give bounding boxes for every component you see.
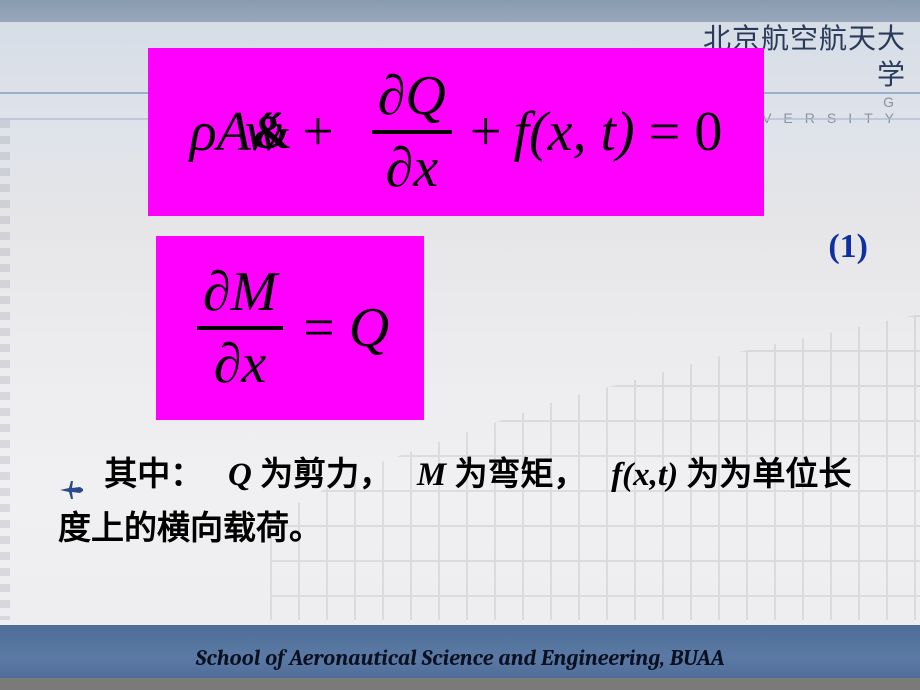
eq1-func: f(x, t) xyxy=(513,100,634,164)
eq1-plus1: + xyxy=(302,100,334,164)
eq1-rhoA: ρA xyxy=(190,100,251,164)
desc-m-text: 为弯矩， xyxy=(454,457,586,493)
eq1-fraction: ∂Q ∂x xyxy=(372,68,452,196)
eq1-rhs: 0 xyxy=(694,100,722,164)
description: 其中： Q 为剪力， M 为弯矩， f(x,t) 为为单位长度上的横向载荷。 xyxy=(58,448,860,557)
eq1-plus2: + xyxy=(470,100,502,164)
bottom-edge xyxy=(0,678,920,690)
eq1-amp: & xyxy=(252,105,292,160)
eq2-eq: = xyxy=(303,296,335,360)
airplane-icon xyxy=(58,465,86,489)
top-band xyxy=(0,0,920,22)
eq1-frac-num: ∂Q xyxy=(372,68,452,130)
eq2-frac-den: ∂x xyxy=(208,330,273,392)
desc-m-sym: M xyxy=(417,457,446,493)
desc-f-sym: f(x,t) xyxy=(611,457,678,493)
eq2-fraction: ∂M ∂x xyxy=(197,264,283,392)
equation-label: (1) xyxy=(828,228,868,266)
left-edge-pattern xyxy=(0,120,10,620)
eq1-frac-den: ∂x xyxy=(380,134,445,196)
eq1-eq: = xyxy=(649,100,681,164)
eq2-rhs: Q xyxy=(349,296,389,360)
eq2-frac-num: ∂M xyxy=(197,264,283,326)
desc-q-sym: Q xyxy=(228,457,252,493)
equation-1-box: ρA w̋ & + ∂Q ∂x + f(x, t) = 0 xyxy=(148,48,764,216)
desc-q-text: 为剪力， xyxy=(260,457,392,493)
equation-2-box: ∂M ∂x = Q xyxy=(156,236,424,420)
footer-text: School of Aeronautical Science and Engin… xyxy=(196,645,724,671)
desc-prefix: 其中： xyxy=(104,457,203,493)
slide: 北京航空航天大学 G UNIVERSITY ρA w̋ & + ∂Q ∂x + … xyxy=(0,0,920,690)
